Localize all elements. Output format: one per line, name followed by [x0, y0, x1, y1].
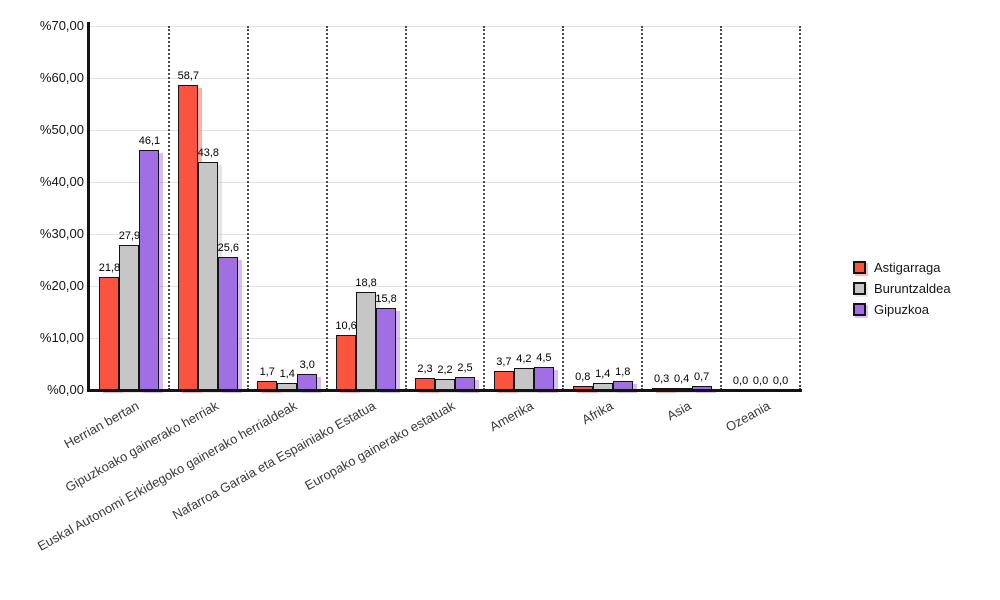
bar-value-label: 0,4: [674, 372, 690, 385]
y-axis-tick-label: %10,00: [39, 330, 84, 345]
bar-value-label: 0,7: [694, 371, 710, 384]
legend-item-gipuzkoa: Gipuzkoa: [853, 299, 951, 320]
bar-value-label: 1,7: [259, 366, 275, 379]
category-separator: [483, 26, 486, 390]
x-axis-category-label: Asia: [664, 398, 694, 424]
bar-value-label: 2,2: [437, 363, 453, 376]
bar-value-label: 58,7: [177, 69, 200, 82]
category-separator: [720, 26, 723, 390]
category-separator: [641, 26, 644, 390]
bar-gipuzkoa-3: [376, 307, 397, 390]
category-separator: [167, 26, 170, 390]
legend: Astigarraga Buruntzaldea Gipuzkoa: [853, 257, 951, 320]
bar-value-label: 43,8: [197, 147, 220, 160]
bar-gipuzkoa-1: [218, 256, 239, 390]
bar-value-label: 21,8: [98, 261, 121, 274]
y-gridline: [90, 338, 800, 339]
bar-astigarraga-3: [336, 334, 357, 390]
y-axis-tick-label: %30,00: [39, 226, 84, 241]
bar-astigarraga-0: [99, 276, 120, 390]
bar-value-label: 0,8: [575, 370, 591, 383]
bar-buruntzaldea-1: [198, 162, 219, 390]
y-axis-tick-label: %0,00: [47, 382, 84, 397]
y-gridline: [90, 182, 800, 183]
bar-value-label: 46,1: [138, 135, 161, 148]
bar-gipuzkoa-5: [533, 366, 554, 390]
bar-buruntzaldea-5: [513, 368, 534, 390]
y-axis-tick-label: %60,00: [39, 70, 84, 85]
bar-value-label: 25,6: [217, 241, 240, 254]
category-separator: [562, 26, 565, 390]
y-gridline: [90, 234, 800, 235]
x-axis-line: [87, 389, 802, 392]
bar-astigarraga-5: [493, 370, 514, 390]
legend-label: Gipuzkoa: [874, 302, 929, 317]
y-axis-tick-label: %50,00: [39, 122, 84, 137]
y-gridline: [90, 130, 800, 131]
bar-gipuzkoa-0: [139, 150, 160, 390]
legend-label: Buruntzaldea: [874, 281, 951, 296]
x-axis-category-label: Europako gainerako estatuak: [302, 398, 458, 494]
bar-value-label: 15,8: [375, 292, 397, 305]
category-separator: [325, 26, 328, 390]
y-gridline: [90, 286, 800, 287]
y-gridline: [90, 78, 800, 79]
bar-value-label: 27,9: [118, 229, 141, 242]
y-axis-tick-label: %70,00: [39, 18, 84, 33]
bar-value-label: 1,8: [615, 365, 631, 378]
category-separator: [799, 26, 801, 390]
bar-value-label: 4,5: [536, 351, 552, 364]
category-separator: [246, 26, 249, 390]
bar-value-label: 3,0: [299, 359, 315, 372]
bar-value-label: 0,0: [772, 375, 789, 387]
legend-item-buruntzaldea: Buruntzaldea: [853, 278, 951, 299]
legend-swatch-icon: [853, 261, 866, 274]
bar-value-label: 4,2: [516, 353, 532, 366]
bar-value-label: 3,7: [496, 355, 512, 368]
bar-value-label: 2,3: [417, 363, 433, 376]
y-axis-tick-label: %40,00: [39, 174, 84, 189]
legend-label: Astigarraga: [874, 260, 941, 275]
bar-value-label: 10,6: [335, 319, 357, 332]
bar-value-label: 1,4: [279, 367, 295, 380]
x-axis-category-label: Ozeania: [723, 398, 773, 435]
legend-swatch-icon: [853, 303, 866, 316]
y-gridline: [90, 26, 800, 27]
y-axis-line: [87, 22, 90, 392]
bar-buruntzaldea-3: [356, 292, 377, 390]
bar-value-label: 0,0: [732, 375, 749, 387]
category-separator: [404, 26, 407, 390]
bar-value-label: 2,5: [457, 362, 473, 374]
legend-item-astigarraga: Astigarraga: [853, 257, 951, 278]
x-axis-category-label: Afrika: [578, 398, 616, 428]
bar-value-label: 0,3: [654, 373, 670, 386]
bar-value-label: 18,8: [355, 277, 377, 290]
legend-swatch-icon: [853, 282, 866, 295]
bar-value-label: 0,0: [752, 375, 769, 387]
x-axis-category-label: Amerika: [487, 398, 537, 435]
bar-value-label: 1,4: [595, 367, 611, 380]
bar-astigarraga-1: [178, 84, 199, 390]
y-axis-tick-label: %20,00: [39, 278, 84, 293]
